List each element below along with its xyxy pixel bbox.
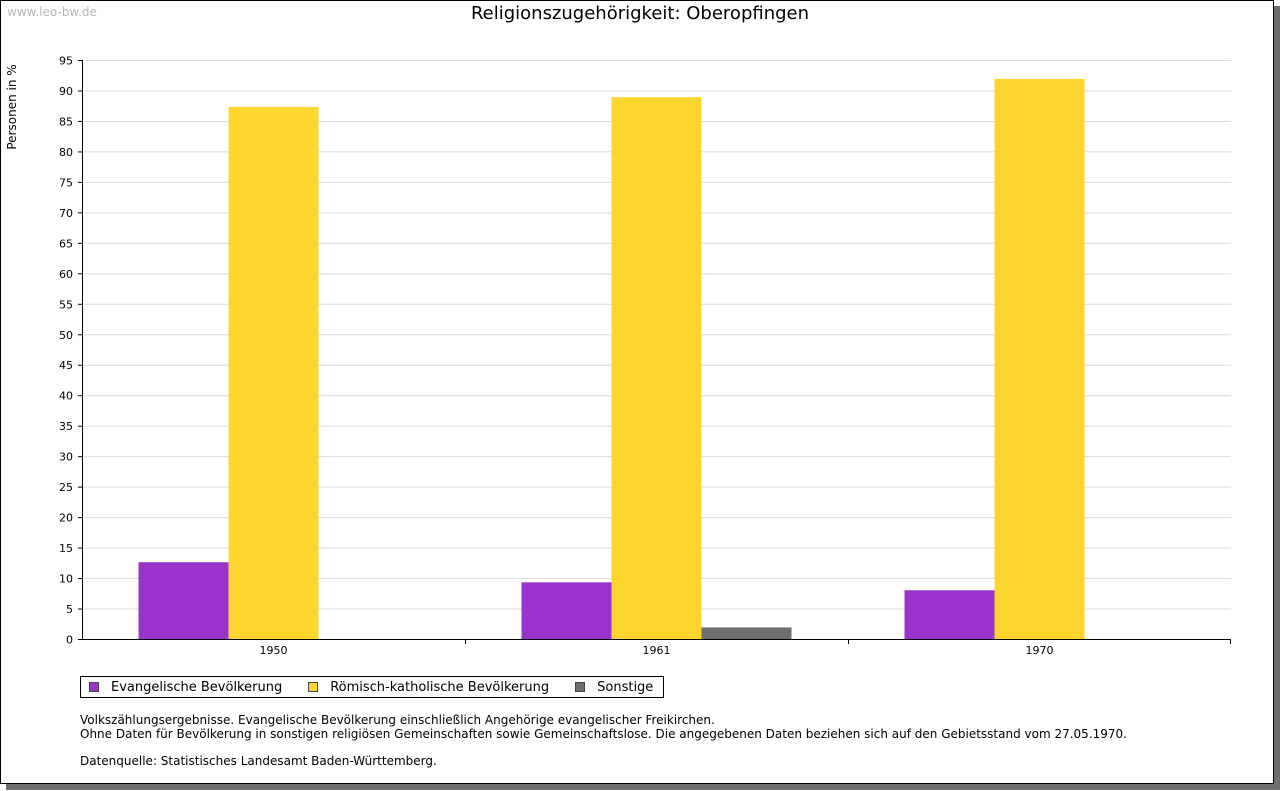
chart-title: Religionszugehörigkeit: Oberopfingen: [470, 3, 810, 24]
y-tick-label: 75: [59, 176, 73, 189]
y-tick-label: 60: [59, 268, 73, 281]
legend-label-katholisch: Römisch-katholische Bevölkerung: [330, 679, 550, 695]
bar: [611, 97, 702, 639]
bar: [994, 78, 1085, 640]
y-tick-label: 50: [59, 329, 73, 342]
legend-item-katholisch: Römisch-katholische Bevölkerung: [308, 680, 549, 695]
y-tick-label: 20: [59, 512, 73, 525]
note-line-1: Volkszählungsergebnisse. Evangelische Be…: [80, 713, 715, 727]
legend-item-sonstige: Sonstige: [575, 680, 653, 695]
y-axis-label: Personen in %: [5, 64, 19, 149]
y-tick-label: 90: [59, 85, 73, 98]
bar-chart: 0 5 10 15 20 25 30 35 40 45 50 55 60 65 70 75 80 85 90 95 19…: [5, 55, 1231, 657]
legend-swatch-sonstige: [575, 682, 586, 692]
bar: [701, 627, 792, 639]
y-tick-label: 40: [59, 390, 73, 403]
bar: [521, 582, 612, 639]
bar: [904, 590, 995, 639]
legend-label-sonstige: Sonstige: [597, 679, 654, 695]
x-tick-label: 1970: [1026, 644, 1054, 657]
y-tick-label: 95: [59, 55, 73, 68]
x-tick-label: 1961: [643, 644, 671, 657]
y-tick-label: 55: [59, 298, 73, 311]
y-tick-label: 35: [59, 420, 73, 433]
legend-item-evangelisch: Evangelische Bevölkerung: [89, 680, 282, 695]
note-line-2: Ohne Daten für Bevölkerung in sonstigen …: [80, 727, 1127, 741]
y-tick-label: 15: [59, 542, 73, 555]
bar: [138, 562, 229, 639]
y-tick-label: 85: [59, 115, 73, 128]
watermark: www.leo-bw.de: [7, 5, 97, 19]
bars: [138, 78, 1085, 640]
legend-label-evangelisch: Evangelische Bevölkerung: [111, 679, 283, 695]
y-tick-label: 70: [59, 207, 73, 220]
y-tick-label: 0: [66, 634, 73, 647]
y-tick-label: 65: [59, 237, 73, 250]
data-source: Datenquelle: Statistisches Landesamt Bad…: [80, 754, 437, 768]
chart-notes: Volkszählungsergebnisse. Evangelische Be…: [80, 713, 1127, 768]
legend: Evangelische Bevölkerung Römisch-katholi…: [80, 676, 665, 698]
y-tick-label: 10: [59, 573, 73, 586]
x-tick-label: 1950: [260, 644, 288, 657]
y-tick-label: 80: [59, 146, 73, 159]
legend-swatch-katholisch: [308, 682, 319, 692]
y-tick-label: 25: [59, 481, 73, 494]
axes: 0 5 10 15 20 25 30 35 40 45 50 55 60 65 70 75 80 85 90 95 19…: [59, 55, 1231, 657]
y-tick-label: 5: [66, 603, 73, 616]
bar: [228, 106, 319, 640]
y-tick-label: 30: [59, 451, 73, 464]
legend-swatch-evangelisch: [89, 682, 99, 692]
y-tick-label: 45: [59, 359, 73, 372]
